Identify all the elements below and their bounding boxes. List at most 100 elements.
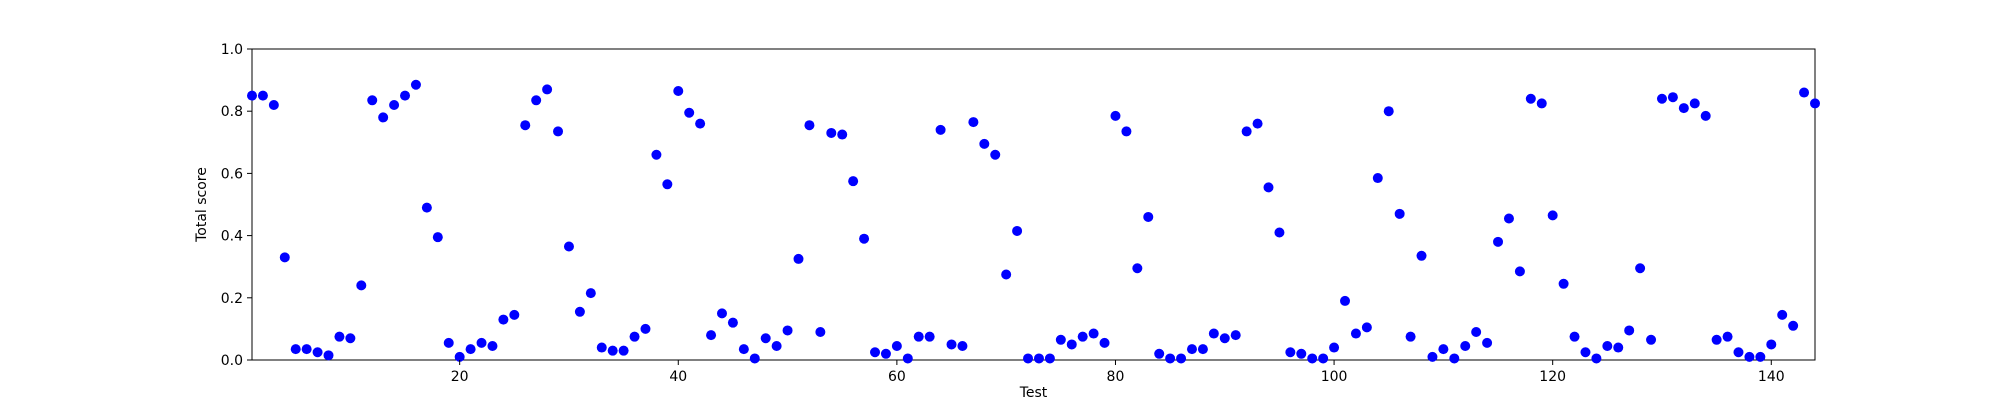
data-point — [1252, 118, 1263, 129]
data-point — [1055, 334, 1066, 345]
data-point — [1012, 225, 1023, 236]
data-point — [793, 253, 804, 264]
data-point — [1307, 353, 1318, 364]
data-point — [1613, 342, 1624, 353]
data-point — [1569, 331, 1580, 342]
data-point — [585, 288, 596, 299]
data-point — [1602, 341, 1613, 351]
y-tick-label: 0.0 — [221, 353, 243, 369]
x-tick-label: 120 — [1539, 369, 1566, 385]
data-point — [301, 344, 312, 355]
data-point — [1689, 98, 1700, 109]
y-axis-label: Total score — [194, 167, 210, 243]
data-point — [323, 350, 334, 361]
data-point — [1766, 339, 1777, 350]
data-point — [432, 232, 443, 243]
data-points — [247, 79, 1820, 364]
x-tick-label: 100 — [1321, 369, 1348, 385]
data-point — [1471, 327, 1482, 338]
data-point — [1121, 126, 1132, 137]
data-point — [531, 95, 542, 106]
data-point — [1667, 92, 1678, 103]
data-point — [891, 341, 902, 351]
data-point — [1678, 103, 1689, 114]
data-point — [848, 176, 859, 187]
data-point — [738, 344, 749, 355]
data-point — [1230, 330, 1241, 341]
data-point — [706, 330, 717, 341]
data-point — [1580, 347, 1591, 358]
data-point — [749, 353, 760, 364]
data-point — [935, 124, 946, 135]
data-point — [290, 344, 301, 355]
data-point — [618, 345, 629, 356]
data-point — [815, 327, 826, 338]
y-tick-label: 1.0 — [221, 42, 243, 58]
data-point — [695, 118, 706, 129]
data-point — [716, 308, 727, 319]
data-point — [1110, 110, 1121, 121]
data-point — [487, 341, 498, 351]
data-point — [1099, 337, 1110, 348]
data-point — [1088, 328, 1099, 339]
data-point — [662, 179, 673, 190]
data-point — [1372, 173, 1383, 184]
data-point — [651, 149, 662, 160]
data-point — [1033, 353, 1044, 364]
data-point — [859, 233, 870, 244]
x-tick-label: 80 — [1107, 369, 1125, 385]
data-point — [498, 314, 509, 325]
data-point — [1165, 353, 1176, 364]
data-point — [1361, 322, 1372, 333]
data-point — [1296, 348, 1307, 359]
data-point — [640, 323, 651, 334]
data-point — [1514, 266, 1525, 277]
data-point — [1460, 341, 1471, 351]
data-point — [1044, 353, 1055, 364]
y-axis: 0.0 0.2 0.4 0.6 0.8 1.0 — [221, 42, 252, 369]
data-point — [946, 339, 957, 350]
x-axis-label: Test — [1019, 385, 1048, 400]
data-point — [1132, 263, 1143, 274]
data-point — [1656, 93, 1667, 104]
data-point — [673, 85, 684, 96]
data-point — [596, 342, 607, 353]
y-tick-label: 0.6 — [221, 166, 243, 182]
data-point — [454, 351, 465, 362]
y-tick-label: 0.4 — [221, 229, 243, 245]
data-point — [924, 331, 935, 342]
data-point — [1274, 227, 1285, 238]
data-point — [826, 127, 837, 138]
data-point — [574, 306, 585, 317]
data-point — [1197, 344, 1208, 355]
data-point — [1176, 353, 1187, 364]
x-tick-label: 40 — [669, 369, 687, 385]
data-point — [1438, 344, 1449, 355]
data-point — [400, 90, 411, 101]
data-point — [268, 99, 279, 110]
data-point — [902, 353, 913, 364]
data-point — [1318, 353, 1329, 364]
y-tick-label: 0.8 — [221, 104, 243, 120]
plot-frame — [251, 48, 1816, 361]
data-point — [782, 325, 793, 336]
data-point — [1001, 269, 1012, 280]
data-point — [312, 347, 323, 358]
data-point — [1263, 182, 1274, 193]
x-tick-label: 20 — [451, 369, 469, 385]
data-point — [880, 348, 891, 359]
data-point — [443, 337, 454, 348]
data-point — [1733, 347, 1744, 358]
data-point — [553, 126, 564, 137]
data-point — [1427, 351, 1438, 362]
data-point — [1722, 331, 1733, 342]
data-point — [1624, 325, 1635, 336]
data-point — [1547, 210, 1558, 221]
data-point — [1591, 353, 1602, 364]
data-point — [563, 241, 574, 252]
data-point — [520, 120, 531, 131]
data-point — [1143, 211, 1154, 222]
data-point — [542, 84, 553, 95]
data-point — [279, 252, 290, 263]
